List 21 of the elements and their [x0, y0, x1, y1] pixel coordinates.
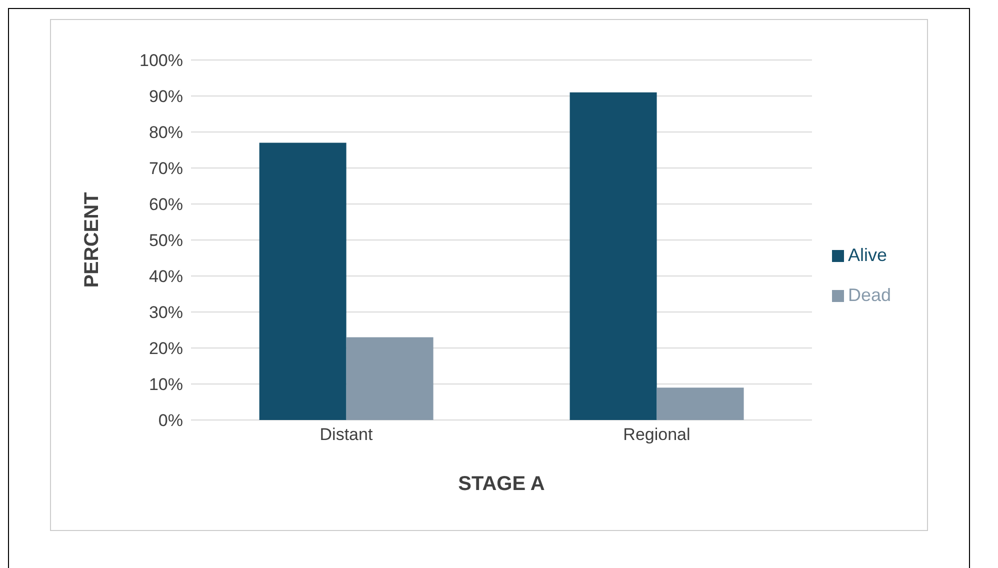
- y-tick-label: 30%: [148, 303, 183, 322]
- x-tick-label: Regional: [623, 425, 690, 444]
- y-tick-label: 80%: [148, 123, 183, 142]
- y-tick-label: 20%: [148, 339, 183, 358]
- bar: [570, 92, 657, 420]
- y-axis-title: PERCENT: [81, 192, 104, 288]
- y-tick-label: 70%: [148, 159, 183, 178]
- bar: [346, 337, 434, 420]
- y-tick-label: 90%: [148, 87, 183, 106]
- bar: [259, 142, 346, 420]
- bar: [656, 388, 744, 420]
- legend-label: Alive: [848, 245, 887, 265]
- y-tick-label: 10%: [148, 375, 183, 394]
- x-tick-label: Distant: [320, 425, 373, 444]
- y-tick-label: 0%: [158, 411, 183, 430]
- y-tick-label: 60%: [148, 195, 183, 214]
- legend-label: Dead: [848, 285, 891, 305]
- y-tick-label: 50%: [148, 231, 183, 250]
- y-tick-label: 40%: [148, 267, 183, 286]
- y-tick-label: 100%: [140, 51, 183, 70]
- x-axis-title: STAGE A: [458, 473, 545, 495]
